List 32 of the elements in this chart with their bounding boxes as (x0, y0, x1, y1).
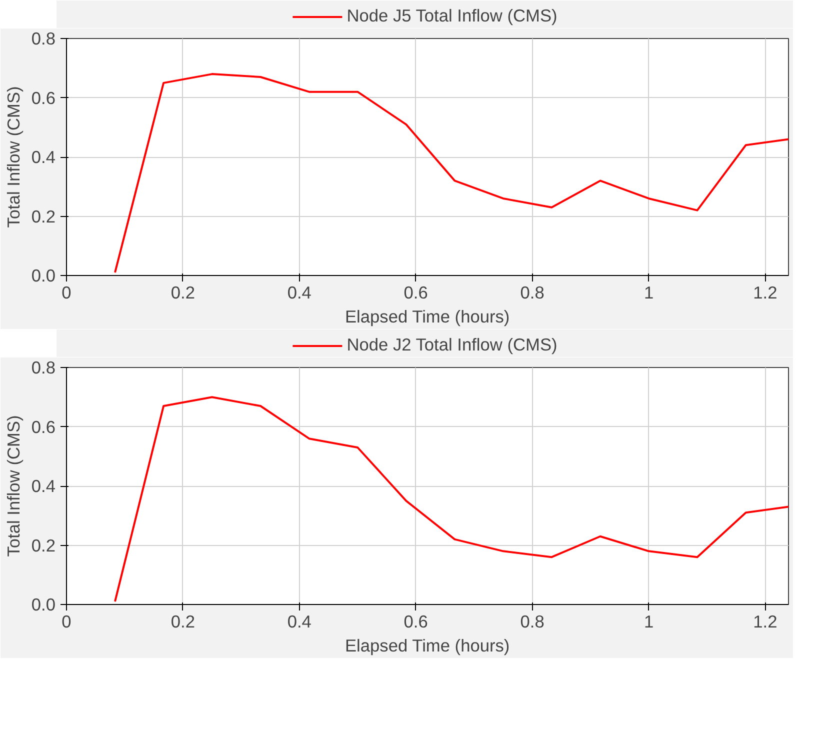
y-tick-label: 0.0 (31, 266, 56, 286)
legend-label: Node J2 Total Inflow (CMS) (346, 334, 558, 356)
x-tick-label: 0.4 (287, 282, 312, 302)
x-tick-label: 0.2 (170, 282, 195, 302)
y-tick-label: 0.6 (31, 88, 56, 108)
x-tick-label: 1 (644, 612, 654, 632)
y-tick-label: 0.4 (31, 147, 56, 167)
x-axis-title: Elapsed Time (hours) (345, 636, 510, 656)
x-tick-label: 0.8 (520, 612, 544, 632)
x-axis-title: Elapsed Time (hours) (345, 306, 510, 326)
y-axis-title: Total Inflow (CMS) (3, 415, 24, 557)
y-tick-label: 0.8 (31, 358, 56, 378)
y-axis-title: Total Inflow (CMS) (3, 86, 24, 228)
x-tick-label: 0 (62, 612, 72, 632)
x-tick-label: 1.2 (753, 612, 778, 632)
x-tick-label: 0.2 (170, 612, 195, 632)
y-tick-label: 0.4 (31, 476, 56, 496)
x-tick-label: 0.4 (287, 612, 312, 632)
x-tick-label: 1 (644, 282, 654, 302)
x-tick-label: 1.2 (753, 282, 778, 302)
y-tick-label: 0.0 (31, 594, 56, 614)
x-tick-label: 0.8 (520, 282, 544, 302)
y-tick-label: 0.2 (31, 535, 56, 556)
y-tick-label: 0.6 (31, 416, 56, 437)
y-tick-label: 0.2 (31, 206, 56, 226)
x-tick-label: 0.6 (404, 612, 428, 632)
line-series (114, 396, 788, 603)
y-tick-label: 0.8 (31, 28, 56, 48)
line-series (114, 73, 788, 274)
x-tick-label: 0 (62, 282, 72, 302)
legend-label: Node J5 Total Inflow (CMS) (346, 6, 558, 26)
x-tick-label: 0.6 (404, 282, 428, 302)
